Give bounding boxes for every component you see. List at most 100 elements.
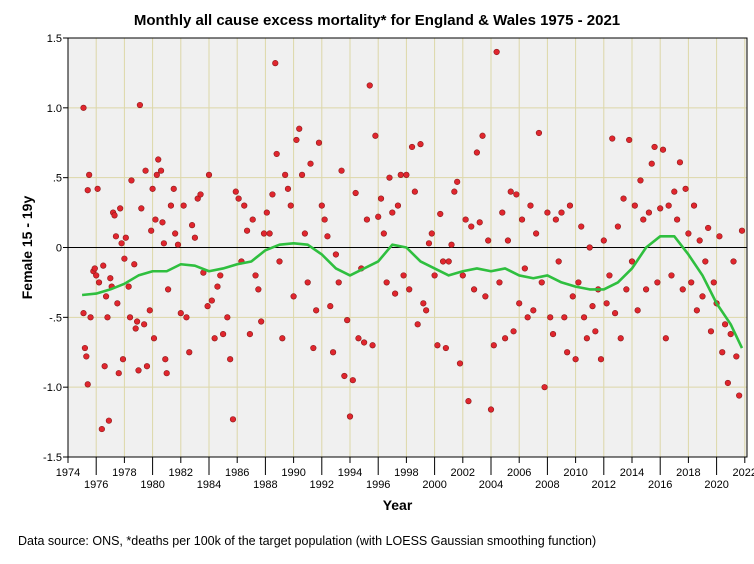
data-point [682, 185, 689, 192]
data-point [126, 314, 134, 321]
data-point [104, 314, 111, 321]
data-point [707, 328, 715, 335]
data-point [232, 188, 239, 195]
data-point [252, 272, 259, 279]
data-point [246, 330, 253, 338]
data-point [411, 188, 418, 195]
data-point [549, 330, 557, 338]
data-point [544, 209, 551, 216]
data-point [719, 349, 726, 356]
data-point [724, 379, 731, 387]
data-point [428, 230, 435, 237]
data-point [442, 344, 449, 352]
data-point [138, 205, 145, 212]
data-point [521, 265, 528, 272]
data-point [634, 307, 641, 314]
data-point [679, 286, 686, 293]
data-point [705, 224, 712, 232]
data-point [344, 317, 351, 324]
data-point [269, 191, 276, 198]
data-point [733, 353, 740, 360]
data-point [224, 314, 231, 321]
data-point [135, 367, 142, 374]
data-point [468, 223, 475, 230]
x-tick-label: 1982 [169, 467, 193, 479]
data-point [665, 202, 672, 209]
data-point [152, 216, 159, 223]
x-tick-label: 1986 [225, 467, 249, 479]
data-point [611, 310, 619, 317]
data-point [83, 353, 90, 360]
data-point [313, 307, 320, 314]
data-point [153, 171, 160, 178]
x-tick-label: 2008 [535, 479, 559, 491]
data-point [693, 307, 700, 314]
data-point [414, 321, 421, 328]
data-point [260, 230, 268, 237]
data-point [183, 314, 190, 321]
data-point [592, 328, 599, 335]
data-point [329, 349, 337, 356]
data-point [716, 233, 723, 240]
data-point [628, 258, 636, 265]
data-point [456, 360, 464, 367]
data-point [272, 60, 279, 67]
data-point [502, 335, 509, 342]
data-point [318, 202, 325, 209]
data-point [380, 230, 387, 237]
data-point [94, 185, 101, 192]
data-point [372, 132, 379, 139]
data-point [727, 330, 734, 338]
data-point [597, 356, 605, 363]
data-point [431, 272, 438, 279]
data-point [157, 167, 165, 174]
data-point [160, 240, 167, 247]
y-tick-label: 0 [56, 243, 62, 255]
data-point [690, 202, 698, 209]
data-point [377, 195, 385, 202]
data-point [710, 279, 717, 286]
data-point [434, 342, 441, 349]
data-point [273, 150, 280, 158]
data-point [125, 283, 132, 290]
x-tick-label: 2018 [676, 467, 700, 479]
data-point [541, 384, 548, 391]
data-point [470, 286, 478, 293]
data-point [361, 339, 368, 346]
data-point [738, 227, 746, 234]
data-point [229, 416, 237, 423]
data-point [558, 209, 565, 216]
data-point [112, 233, 120, 240]
data-point [535, 129, 543, 137]
data-point [397, 171, 404, 178]
data-point [241, 202, 248, 209]
loess-smooth-line [81, 235, 744, 349]
data-point [172, 230, 179, 237]
data-point [170, 185, 177, 192]
data-point [504, 237, 512, 244]
data-point [648, 160, 655, 167]
data-point [217, 272, 224, 279]
data-point [188, 222, 196, 229]
data-point [451, 188, 458, 195]
data-point [304, 279, 311, 286]
data-point [301, 230, 308, 237]
data-point [114, 300, 121, 307]
data-point [155, 156, 162, 163]
data-point [640, 216, 647, 223]
data-point [87, 314, 94, 321]
data-point [671, 188, 678, 195]
data-point [93, 272, 100, 279]
data-point [338, 167, 345, 174]
data-point [487, 406, 495, 413]
chart-caption: Data source: ONS, *deaths per 100k of th… [18, 534, 597, 548]
data-point [518, 216, 526, 223]
data-point [293, 136, 300, 144]
data-point [352, 189, 359, 197]
data-point [496, 279, 503, 286]
data-point [220, 330, 227, 338]
data-point [662, 335, 669, 342]
data-point [614, 223, 622, 230]
data-point [530, 307, 537, 314]
y-tick-label: .5 [53, 173, 62, 185]
